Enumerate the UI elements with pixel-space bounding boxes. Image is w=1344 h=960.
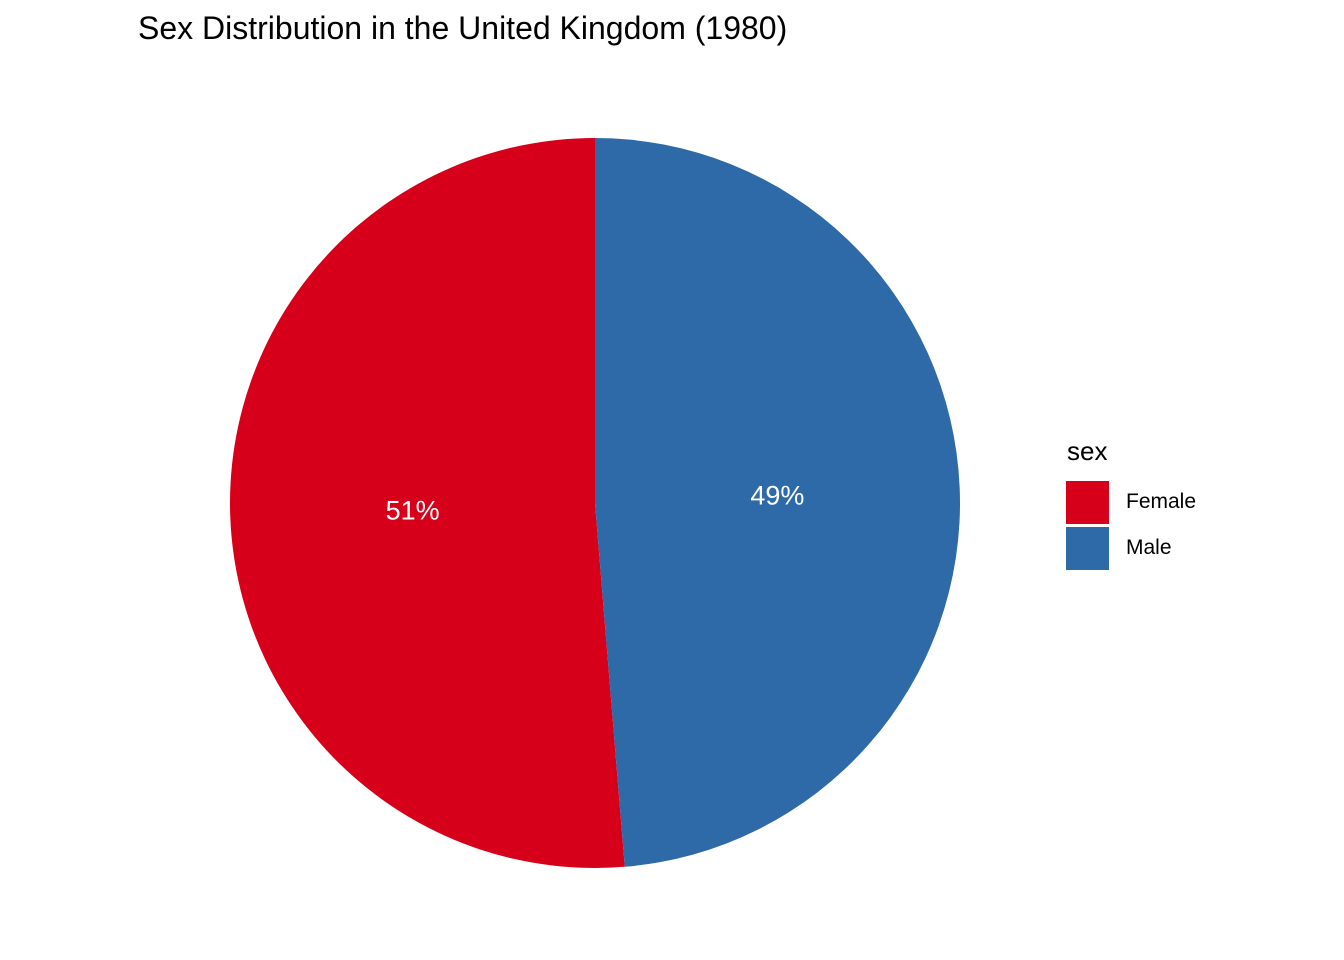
legend-swatch <box>1066 480 1109 524</box>
legend-label: Female <box>1126 490 1197 513</box>
chart-title: Sex Distribution in the United Kingdom (… <box>138 10 788 46</box>
legend-item-female: Female <box>1066 479 1196 525</box>
slice-label-male: 49% <box>750 481 804 511</box>
legend-swatch <box>1066 526 1109 570</box>
pie-slice-female <box>230 138 625 868</box>
legend-label: Male <box>1126 536 1172 559</box>
legend: sex Female Male <box>1066 436 1196 571</box>
slice-label-female: 51% <box>386 495 440 525</box>
legend-title: sex <box>1067 436 1108 466</box>
legend-items: Female Male <box>1066 479 1196 571</box>
legend-item-male: Male <box>1066 525 1196 571</box>
pie-slice-male <box>595 138 961 867</box>
